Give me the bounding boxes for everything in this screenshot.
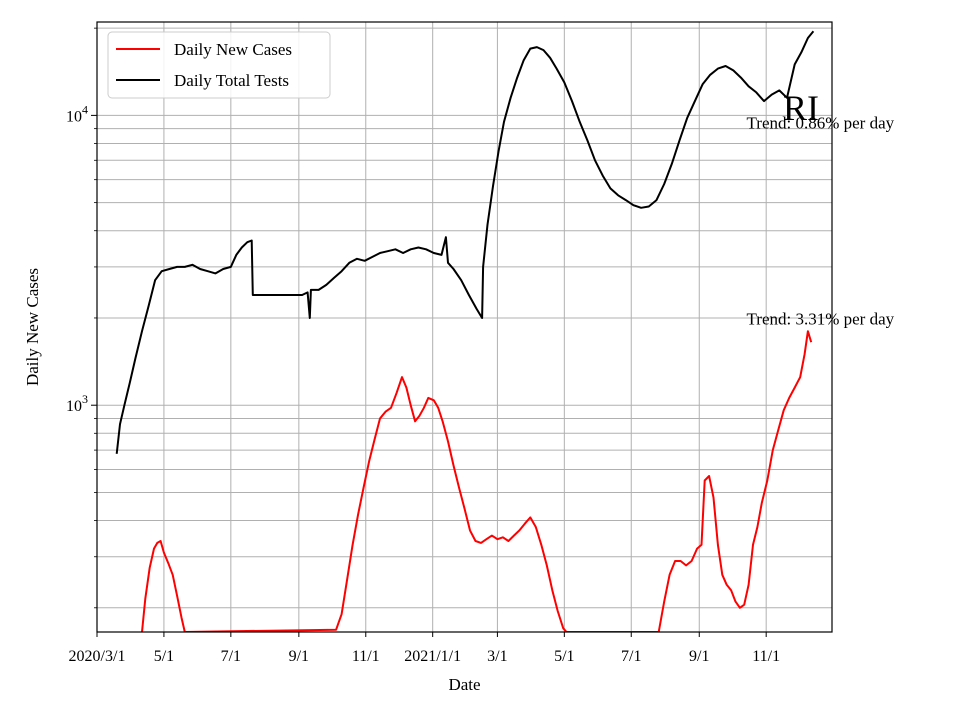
x-tick-label: 7/1 [621, 648, 641, 665]
grid-lines [96, 22, 832, 632]
x-tick-label: 11/1 [352, 648, 380, 665]
y-tick-label: 103 [66, 392, 88, 415]
plot-frame [96, 21, 833, 633]
x-tick-label: 9/1 [689, 648, 709, 665]
x-tick-label: 3/1 [487, 648, 507, 665]
x-tick-label: 2020/3/1 [69, 648, 126, 665]
y-axis-label: Daily New Cases [23, 268, 42, 386]
y-tick-label: 104 [66, 102, 88, 125]
x-tick-label: 5/1 [154, 648, 174, 665]
legend-box [107, 31, 331, 99]
x-axis-label: Date [448, 675, 480, 694]
legend-entry-label: Daily Total Tests [174, 71, 289, 90]
legend-entry-label: Daily New Cases [174, 40, 292, 59]
daily-total-tests-line [115, 30, 815, 454]
y-tick-exponent: 4 [82, 102, 88, 116]
y-tick-base: 10 [66, 398, 82, 415]
x-tick-label: 7/1 [221, 648, 241, 665]
daily-new-cases-line [141, 330, 813, 632]
y-tick-base: 10 [66, 108, 82, 125]
annotation-layer: Trend: 0.86% per day Trend: 3.31% per day [747, 114, 895, 329]
y-tick-exponent: 3 [82, 392, 88, 406]
trend-annotation: Trend: 0.86% per day [747, 114, 895, 133]
trend-annotation: Trend: 3.31% per day [747, 309, 895, 328]
x-tick-label: 2021/1/1 [404, 648, 461, 665]
x-tick-label: 11/1 [752, 648, 780, 665]
legend: Daily New Cases Daily Total Tests [107, 31, 331, 99]
chart-title: RI [783, 88, 819, 128]
x-tick-label: 5/1 [554, 648, 574, 665]
ticks-layer: 2020/3/1 5/1 7/1 9/1 11/1 2021/1/1 3/1 5/1 7/1 9/… [66, 27, 780, 665]
series-layer [115, 30, 815, 632]
x-tick-label: 9/1 [289, 648, 309, 665]
